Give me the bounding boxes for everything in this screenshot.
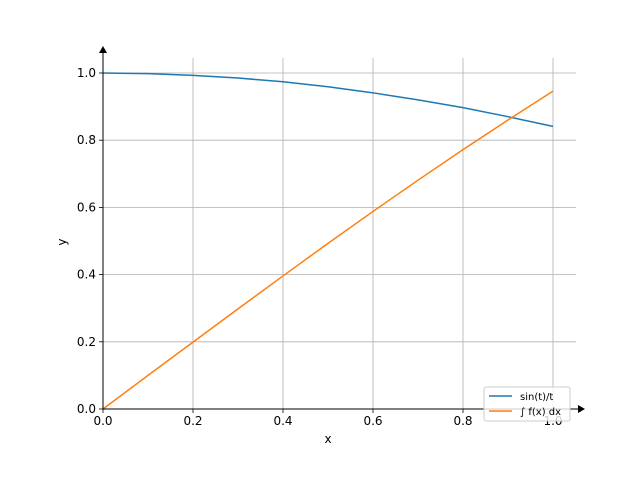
y-tick-label: 0.8 bbox=[77, 133, 96, 147]
series-layer bbox=[102, 72, 554, 410]
y-tick-label: 1.0 bbox=[77, 66, 96, 80]
y-axis-arrow-icon bbox=[99, 46, 107, 53]
x-axis-label: x bbox=[324, 432, 331, 446]
grid-layer bbox=[103, 58, 576, 409]
x-tick-label: 0.0 bbox=[93, 414, 112, 428]
y-tick-label: 0.4 bbox=[77, 268, 96, 282]
y-axis-label: y bbox=[55, 238, 69, 245]
legend: sin(t)/t ∫ f(x) dx bbox=[483, 386, 571, 422]
series-line-1 bbox=[102, 90, 554, 410]
legend-label-sin: sin(t)/t bbox=[520, 392, 553, 403]
y-tick-label: 0.2 bbox=[77, 335, 96, 349]
x-tick-label: 0.6 bbox=[363, 414, 382, 428]
legend-label-integral: ∫ f(x) dx bbox=[520, 407, 561, 418]
y-tick-label: 0.0 bbox=[77, 402, 96, 416]
x-axis-arrow-icon bbox=[578, 405, 585, 413]
x-tick-label: 0.2 bbox=[183, 414, 202, 428]
series-line-0 bbox=[102, 72, 554, 128]
x-tick-label: 0.4 bbox=[273, 414, 292, 428]
x-tick-label: 0.8 bbox=[453, 414, 472, 428]
y-tick-label: 0.6 bbox=[77, 200, 96, 214]
